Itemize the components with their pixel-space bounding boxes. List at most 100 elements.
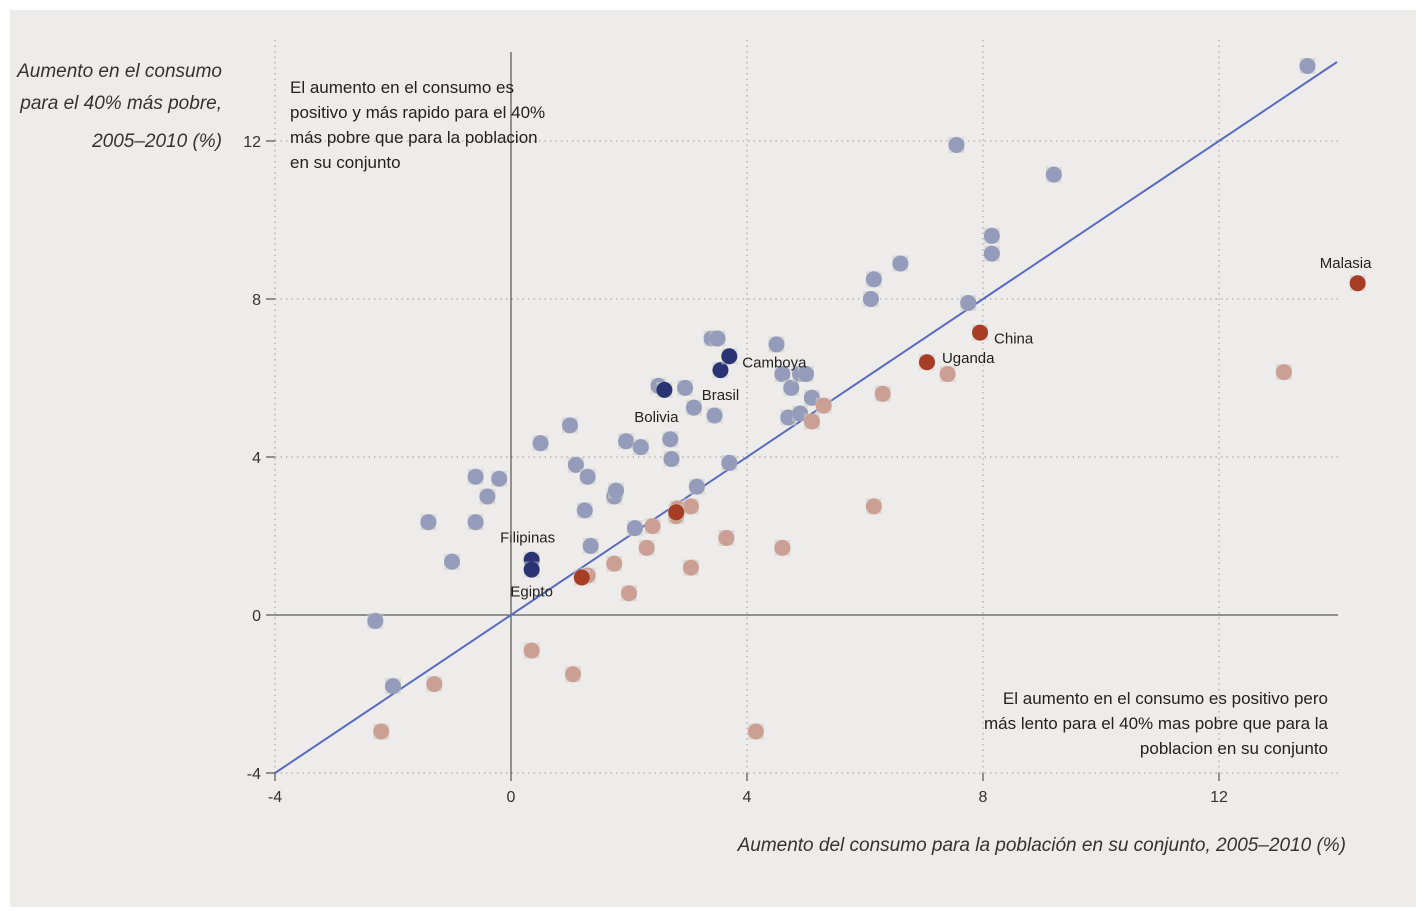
annotation-bottom-right: El aumento en el consumo es positivo per… (984, 689, 1329, 758)
x-tick-label: 4 (743, 789, 752, 806)
y-tick-label: -4 (247, 766, 261, 783)
tick-labels: -4 0 4 8 12 -4 0 4 8 12 (243, 134, 1228, 806)
data-point-above (626, 520, 643, 537)
data-point-above (1045, 166, 1062, 183)
data-points (367, 57, 1366, 740)
data-point-above (608, 482, 625, 499)
data-point-below (774, 539, 791, 556)
data-point-above (479, 488, 496, 505)
data-point-above (579, 468, 596, 485)
annotation-bottom-right-line-3: poblacion en su conjunto (1140, 739, 1328, 758)
data-point-highlight-below (1349, 275, 1366, 292)
data-point-highlight-below (972, 324, 989, 341)
gridlines (274, 40, 1338, 774)
y-axis-label-line-2: para el 40% más pobre, (19, 93, 222, 114)
data-point-below (523, 642, 540, 659)
data-point-below (747, 723, 764, 740)
data-point-above (983, 227, 1000, 244)
annotation-top-left-line-2: positivo y más rapido para el 40% (290, 103, 545, 122)
data-point-above (798, 366, 814, 383)
data-point-above (576, 502, 593, 519)
data-point-above (783, 379, 800, 396)
data-point-above (385, 678, 401, 695)
x-tick-label: 12 (1210, 789, 1228, 806)
data-point-below (815, 397, 832, 414)
x-tick-label: 0 (507, 789, 516, 806)
data-point-below (606, 555, 623, 572)
chart-panel: -4 0 4 8 12 -4 0 4 8 12 Filipinas Egipto Bolivia Bra… (10, 10, 1416, 907)
data-point-below (1275, 364, 1292, 381)
data-point-above (688, 478, 705, 495)
point-label-brasil: Brasil (702, 387, 740, 404)
point-label-egipto: Egipto (510, 584, 553, 601)
data-point-above (983, 245, 1000, 262)
data-point-above (685, 399, 702, 416)
annotation-top-left-line-3: más pobre que para la poblacion (290, 128, 538, 147)
data-point-highlight-below (573, 569, 590, 586)
data-point-below (682, 559, 699, 576)
annotation-bottom-right-line-2: más lento para el 40% mas pobre que para… (984, 714, 1329, 733)
data-point-below (373, 723, 390, 740)
data-point-above (768, 336, 785, 353)
data-point-above (562, 417, 578, 434)
data-point-above (632, 439, 649, 456)
data-point-above (662, 431, 679, 448)
data-point-below (865, 498, 882, 515)
point-label-bolivia: Bolivia (634, 409, 679, 426)
point-label-china: China (994, 331, 1034, 348)
point-label-malasia: Malasia (1320, 255, 1372, 272)
annotation-top-left: El aumento en el consumo es positivo y m… (290, 78, 545, 172)
annotation-top-left-line-1: El aumento en el consumo es (290, 78, 514, 97)
y-axis-label-line-1: Aumento en el consumo (16, 61, 222, 82)
data-point-below (564, 666, 581, 683)
data-point-above (774, 366, 791, 383)
data-point-above (663, 450, 680, 467)
data-point-above (618, 433, 635, 450)
data-point-above (444, 553, 460, 570)
x-tick-label: 8 (979, 789, 988, 806)
scatter-chart: -4 0 4 8 12 -4 0 4 8 12 Filipinas Egipto Bolivia Bra… (16, 40, 1372, 856)
data-point-below (874, 385, 891, 402)
y-tick-label: 12 (243, 134, 261, 151)
annotation-top-left-line-4: en su conjunto (290, 153, 401, 172)
data-point-above (582, 537, 599, 554)
y-axis-label-line-3: 2005–2010 (%) (91, 131, 222, 152)
data-point-above (960, 294, 977, 311)
data-point-below (682, 498, 699, 515)
data-point-below (621, 585, 637, 602)
y-tick-label: 0 (252, 608, 261, 625)
data-point-highlight-below (668, 504, 685, 521)
data-point-below (803, 413, 820, 430)
data-point-above (1299, 57, 1316, 74)
y-tick-label: 4 (252, 450, 261, 467)
axes (275, 52, 1338, 773)
point-label-uganda: Uganda (942, 350, 995, 367)
data-point-above (706, 407, 723, 424)
data-point-below (718, 529, 735, 546)
y-tick-label: 8 (252, 292, 261, 309)
x-axis-label: Aumento del consumo para la población en… (737, 835, 1346, 856)
data-point-below (426, 676, 443, 693)
data-point-above (467, 468, 484, 485)
data-point-highlight-below (918, 354, 935, 371)
data-point-above (532, 435, 549, 452)
data-point-above (491, 470, 508, 487)
data-point-below (638, 539, 655, 556)
data-point-above (721, 454, 738, 471)
data-point-above (862, 291, 879, 307)
data-point-highlight-above (656, 381, 673, 398)
data-point-above (467, 514, 484, 531)
data-point-highlight-above (523, 561, 540, 578)
annotation-bottom-right-line-1: El aumento en el consumo es positivo per… (1003, 689, 1328, 708)
data-point-above (948, 136, 965, 153)
point-label-filipinas: Filipinas (500, 530, 555, 547)
data-point-above (420, 514, 437, 531)
data-point-above (892, 255, 909, 272)
data-point-above (677, 379, 694, 396)
x-tick-label: -4 (268, 789, 282, 806)
data-point-above (367, 612, 384, 629)
data-point-below (644, 518, 661, 535)
data-point-highlight-above (721, 348, 738, 365)
data-point-above (865, 271, 882, 288)
